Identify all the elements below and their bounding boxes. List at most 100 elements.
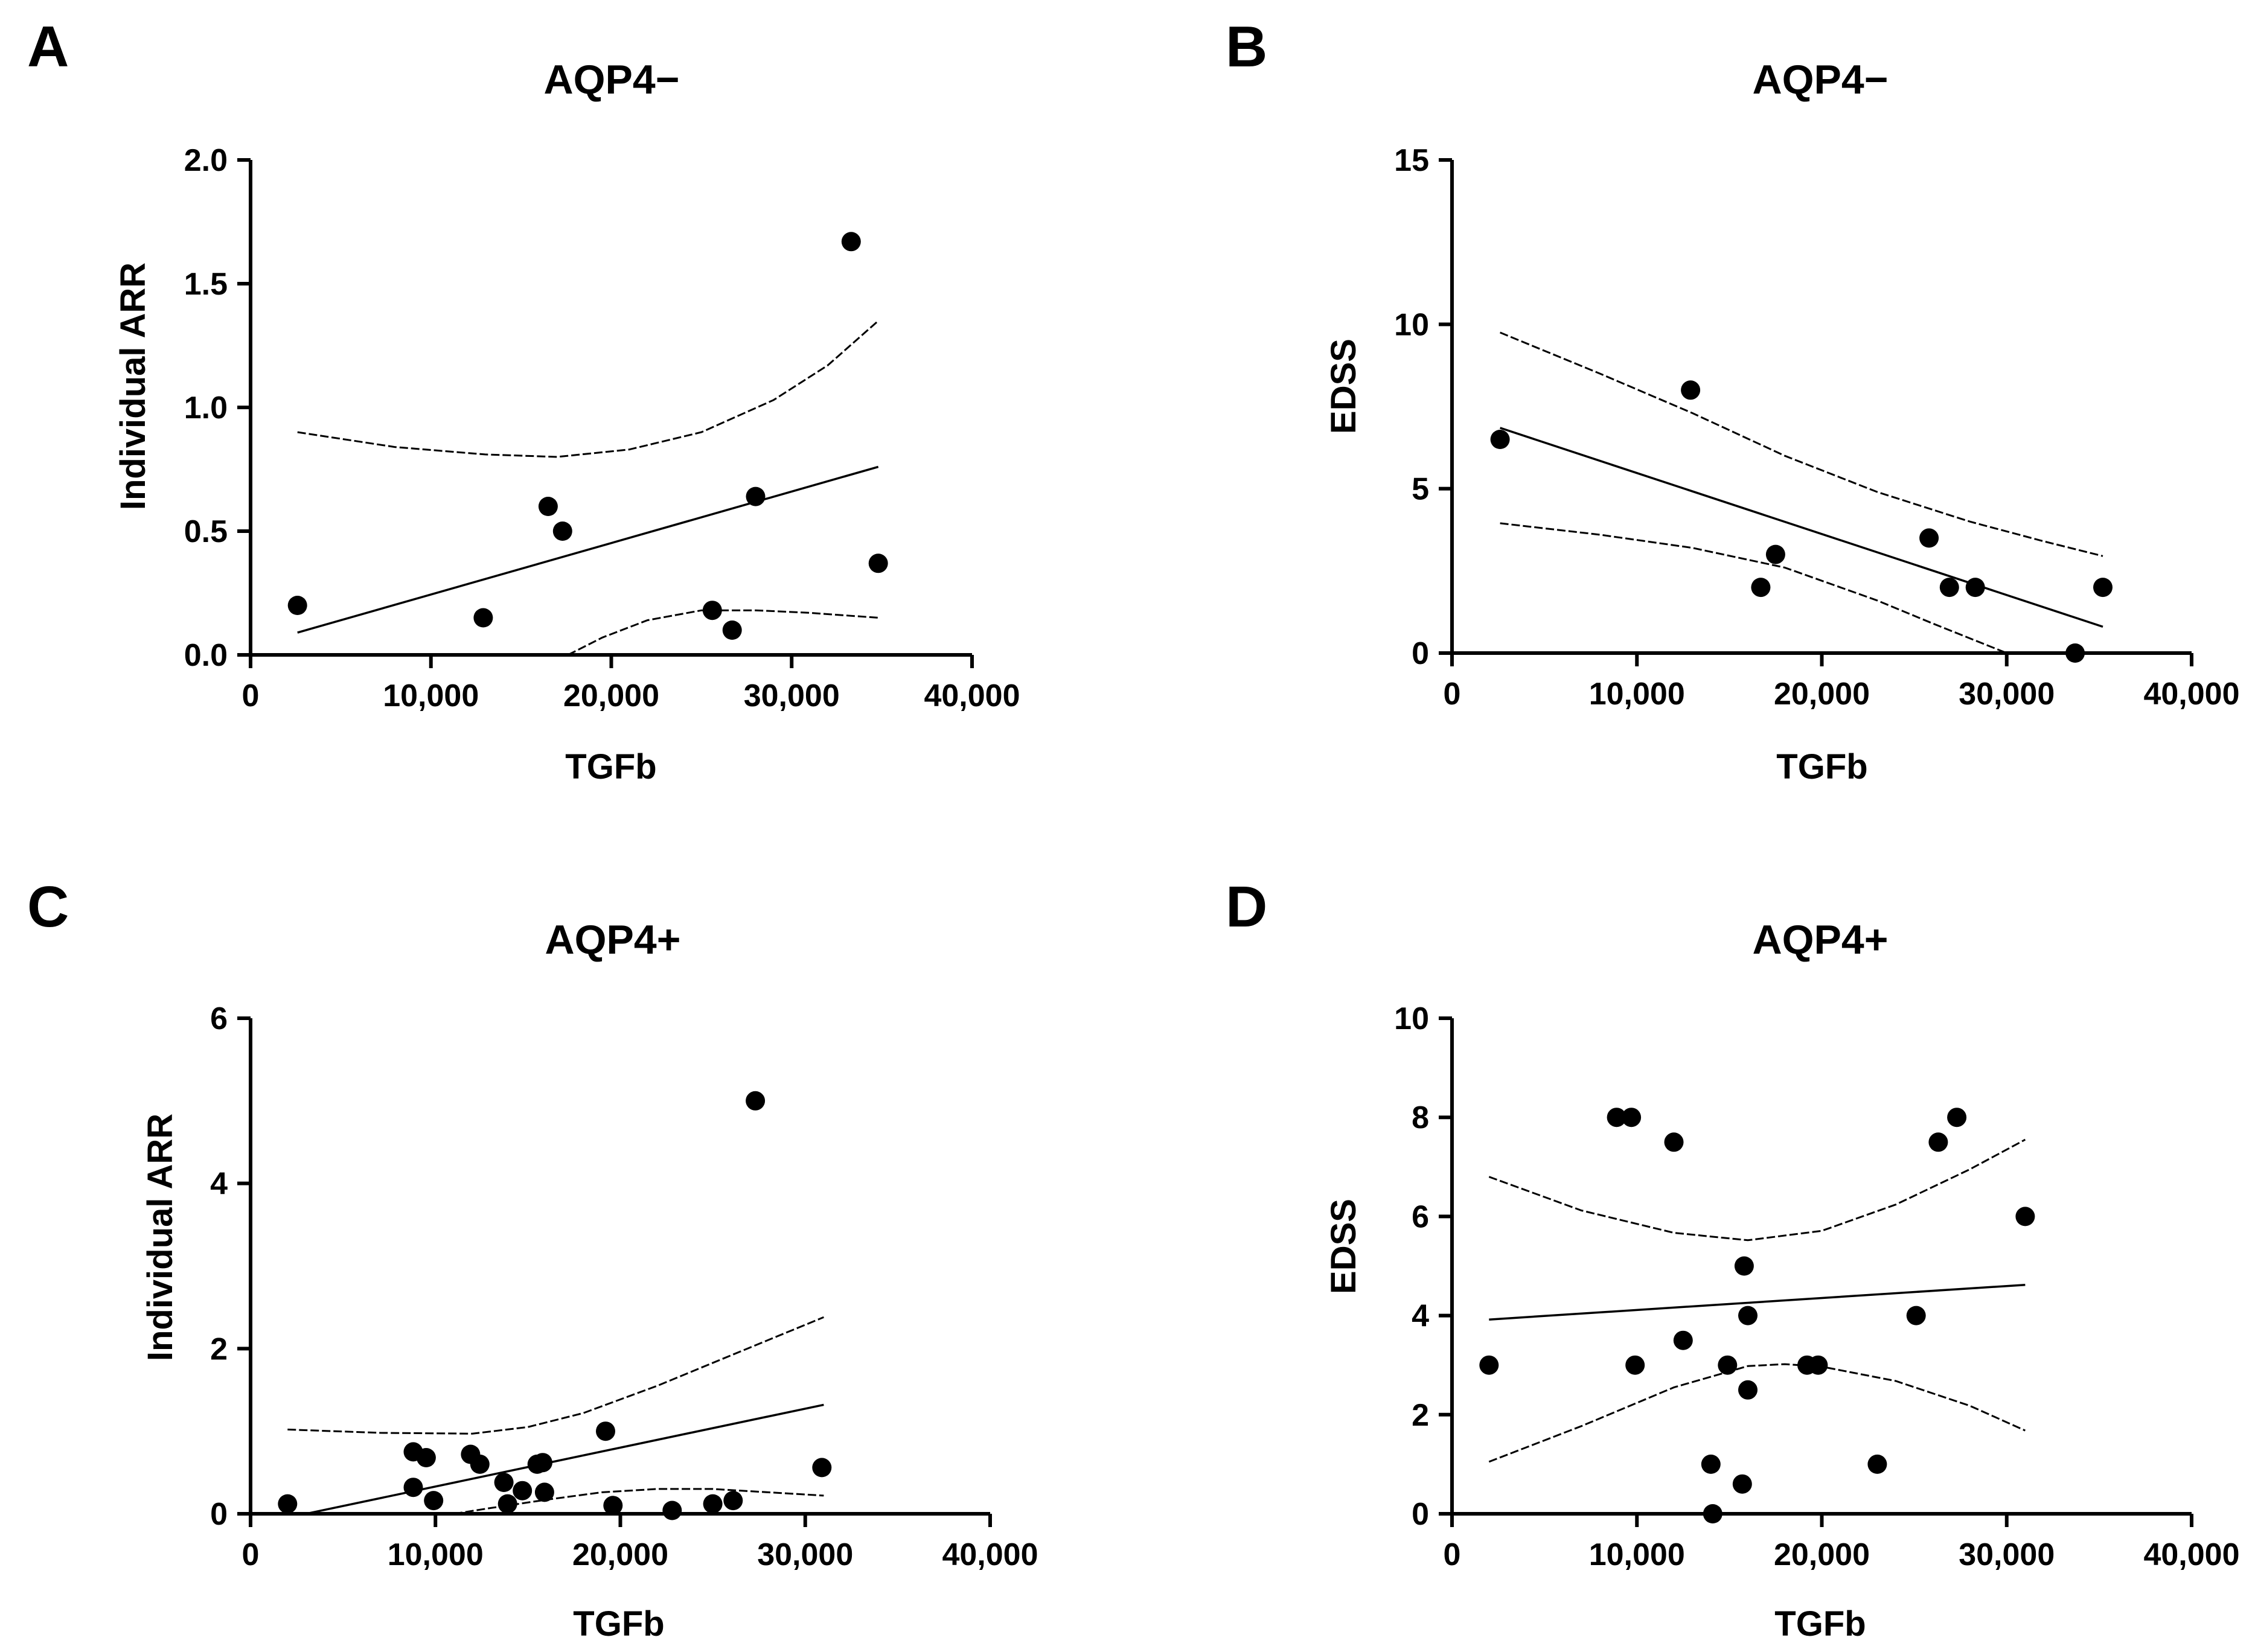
panel-c-xticks: 0 10,000 20,000 30,000 40,000 [242, 1514, 1038, 1572]
data-point [1906, 1306, 1926, 1325]
data-point [1939, 578, 1959, 598]
data-point [722, 620, 742, 640]
y-tick-label: 10 [1394, 307, 1429, 342]
data-point [746, 486, 766, 506]
x-tick-label: 30,000 [1959, 1537, 2055, 1572]
data-point [1928, 1132, 1948, 1152]
y-tick-label: 2 [210, 1331, 228, 1367]
panel-b-letter: B [1226, 14, 1267, 79]
panel-c-yticks: 0 2 4 6 [210, 1001, 251, 1532]
panel-b-fit-line [1500, 427, 2103, 628]
data-point [723, 1491, 743, 1511]
panel-c-ci-upper [287, 1316, 824, 1435]
panel-a-points [287, 232, 888, 640]
x-tick-label: 30,000 [744, 678, 840, 713]
data-point [1965, 578, 1985, 598]
panel-a-xticks: 0 10,000 20,000 30,000 40,000 [242, 655, 1020, 713]
data-point [1765, 544, 1785, 564]
panel-b-yticks: 0 5 10 15 [1394, 143, 1452, 671]
data-point [746, 1091, 766, 1111]
x-tick-label: 20,000 [1774, 677, 1870, 712]
y-tick-label: 4 [1412, 1299, 1429, 1334]
panel-d: D AQP4+ EDSS TGFb 0 10,000 20,000 30,000 40,… [1226, 875, 2240, 1644]
data-point [596, 1421, 615, 1441]
y-tick-label: 6 [1412, 1199, 1429, 1234]
panel-a-title: AQP4− [544, 57, 680, 103]
panel-a-yticks: 0.0 0.5 1.0 1.5 2.0 [184, 143, 251, 673]
x-tick-label: 30,000 [1959, 677, 2055, 712]
x-tick-label: 10,000 [1589, 677, 1685, 712]
panel-b: B AQP4− EDSS TGFb 0 10,000 20,000 30,000 40,… [1226, 14, 2240, 786]
panel-c-axes [249, 1018, 990, 1516]
data-point [1808, 1355, 1828, 1375]
y-tick-label: 0 [210, 1497, 228, 1532]
data-point [1751, 578, 1771, 598]
x-tick-label: 0 [242, 1537, 260, 1572]
panel-c-xlabel: TGFb [573, 1604, 664, 1644]
data-point [287, 596, 307, 615]
y-tick-label: 0.5 [184, 514, 228, 549]
x-tick-label: 40,000 [2143, 1537, 2239, 1572]
data-point [1625, 1355, 1645, 1375]
panel-c-letter: C [27, 875, 69, 939]
data-point [470, 1454, 490, 1474]
y-tick-label: 10 [1394, 1001, 1429, 1036]
data-point [702, 601, 722, 620]
panel-b-ylabel: EDSS [1324, 339, 1363, 434]
panel-d-points [1479, 1108, 2035, 1523]
panel-d-axes [1450, 1018, 2192, 1516]
panel-c-fit-line [305, 1403, 824, 1515]
panel-b-title: AQP4− [1753, 57, 1889, 103]
data-point [1718, 1355, 1738, 1375]
panel-d-xlabel: TGFb [1774, 1604, 1866, 1644]
data-point [1479, 1355, 1499, 1375]
data-point [1664, 1132, 1684, 1152]
y-tick-label: 4 [210, 1167, 228, 1202]
panel-b-points [1490, 380, 2113, 663]
data-point [1490, 430, 1510, 449]
panel-b-xlabel: TGFb [1776, 747, 1867, 786]
y-tick-label: 8 [1412, 1100, 1429, 1135]
x-tick-label: 40,000 [924, 678, 1020, 713]
x-tick-label: 10,000 [1589, 1537, 1685, 1572]
panel-d-xticks: 0 10,000 20,000 30,000 40,000 [1444, 1514, 2240, 1572]
panel-a-axes [249, 160, 972, 657]
data-point [552, 521, 572, 541]
y-tick-label: 15 [1394, 143, 1429, 178]
panel-d-fit-line [1489, 1283, 2026, 1321]
data-point [812, 1458, 832, 1478]
panel-c-title: AQP4+ [545, 917, 681, 963]
data-point [416, 1448, 436, 1467]
data-point [533, 1453, 552, 1473]
panel-a: A AQP4− Individual ARR TGFb 0 10,000 20,00… [27, 14, 1020, 786]
panel-b-axes [1450, 160, 2192, 655]
data-point [473, 608, 493, 628]
data-point [1738, 1380, 1758, 1400]
data-point [841, 232, 861, 252]
data-point [868, 553, 888, 573]
panel-a-letter: A [27, 14, 69, 79]
panel-d-title: AQP4+ [1753, 917, 1889, 963]
panel-d-letter: D [1226, 875, 1267, 939]
data-point [1681, 380, 1701, 400]
data-point [1673, 1330, 1693, 1350]
data-point [278, 1494, 298, 1514]
panel-a-ci-upper [297, 320, 879, 458]
data-point [1732, 1474, 1752, 1494]
panel-d-ci-lower [1488, 1363, 2026, 1463]
x-tick-label: 0 [1444, 677, 1461, 712]
y-tick-label: 1.0 [184, 391, 228, 426]
data-point [513, 1481, 533, 1501]
data-point [494, 1473, 514, 1492]
panel-a-ci-lower [568, 609, 878, 656]
x-tick-label: 20,000 [1774, 1537, 1870, 1572]
y-tick-label: 5 [1412, 472, 1429, 507]
panel-b-xticks: 0 10,000 20,000 30,000 40,000 [1444, 653, 2240, 712]
panel-a-xlabel: TGFb [565, 747, 656, 786]
panel-c-points [278, 1091, 832, 1520]
data-point [1919, 528, 1939, 548]
data-point [2015, 1207, 2035, 1226]
panel-a-ylabel: Individual ARR [114, 263, 153, 510]
panel-b-ci-upper [1500, 331, 2103, 557]
